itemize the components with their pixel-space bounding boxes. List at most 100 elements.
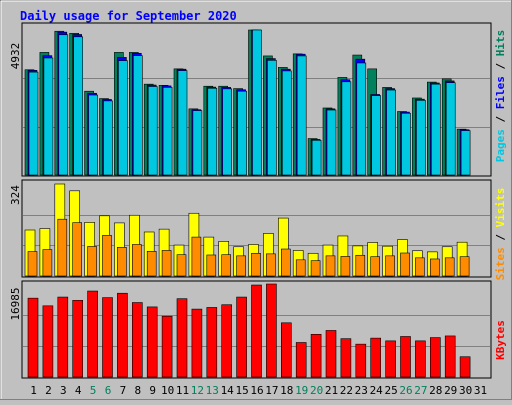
day-label: 11: [176, 384, 189, 397]
bar-pages: [326, 109, 337, 176]
day-label: 27: [414, 384, 427, 397]
bar-kbytes: [325, 330, 337, 378]
bar-sites: [72, 222, 82, 277]
bar-kbytes: [102, 297, 113, 378]
bar-sites: [251, 252, 261, 277]
bar-pages: [416, 100, 426, 176]
bar-pages: [162, 87, 173, 176]
bar-kbytes: [310, 333, 322, 378]
day-label: 10: [161, 384, 174, 397]
bar-pages: [73, 36, 83, 176]
bar-sites: [191, 236, 202, 277]
bar-pages: [43, 57, 54, 176]
bar-sites: [87, 246, 97, 277]
day-label: 19: [295, 384, 308, 397]
bar-pages: [58, 34, 69, 176]
bar-sites: [355, 254, 366, 277]
bar-pages: [237, 90, 247, 176]
bar-sites: [310, 260, 321, 277]
day-label: 16: [250, 384, 263, 397]
bar-pages: [133, 55, 143, 176]
bar-pages: [311, 140, 322, 176]
day-label: 22: [340, 384, 353, 397]
bar-sites: [459, 256, 470, 277]
bar-sites: [266, 253, 276, 277]
day-label: 4: [75, 384, 82, 397]
bar-pages: [281, 70, 292, 176]
bar-sites: [176, 254, 187, 277]
bar-kbytes: [444, 335, 456, 378]
bar-kbytes: [370, 337, 382, 378]
bar-kbytes: [295, 342, 307, 378]
bar-pages: [177, 70, 188, 176]
day-label: 17: [265, 384, 278, 397]
bar-sites: [429, 258, 440, 277]
chart-title: Daily usage for September 2020: [20, 9, 237, 23]
day-label: 18: [280, 384, 293, 397]
bar-pages: [341, 81, 352, 176]
bar-sites: [57, 218, 68, 277]
day-label: 9: [149, 384, 156, 397]
day-label: 15: [235, 384, 248, 397]
day-label: 14: [221, 384, 235, 397]
bar-sites: [444, 257, 455, 277]
bar-pages: [222, 88, 232, 176]
bar-pages: [103, 100, 113, 176]
bar-kbytes: [415, 340, 426, 378]
kbytes-ymax-label: 16985: [9, 287, 22, 320]
bar-kbytes: [57, 296, 69, 378]
bar-pages: [192, 110, 203, 176]
bar-kbytes: [429, 337, 441, 378]
bar-kbytes: [132, 302, 143, 378]
day-label: 5: [90, 384, 97, 397]
bar-pages: [401, 112, 411, 176]
bar-sites: [370, 256, 381, 277]
day-label: 29: [444, 384, 457, 397]
bar-sites: [400, 252, 410, 277]
bar-kbytes: [459, 356, 471, 378]
bar-sites: [385, 255, 395, 277]
bar-sites: [132, 244, 142, 277]
bar-sites: [27, 251, 38, 277]
bar-pages: [118, 60, 128, 176]
bar-kbytes: [340, 338, 352, 378]
day-label: 30: [459, 384, 472, 397]
bar-pages: [296, 55, 307, 176]
bar-kbytes: [161, 315, 173, 378]
day-label: 31: [474, 384, 487, 397]
legend-sites: Sites: [494, 247, 507, 280]
visits-legend: Sites / Visits: [494, 188, 507, 281]
day-label: 13: [206, 384, 219, 397]
day-label: 28: [429, 384, 442, 397]
bar-sites: [206, 254, 217, 277]
hits-legend: Pages / Files / Hits: [494, 30, 507, 163]
bar-sites: [415, 257, 425, 277]
bar-sites: [161, 250, 172, 277]
bar-sites: [340, 256, 351, 277]
bar-kbytes: [72, 300, 83, 378]
bar-pages: [386, 89, 396, 176]
hits-ymax-label: 4932: [9, 43, 22, 70]
bar-sites: [280, 248, 291, 277]
bar-kbytes: [146, 306, 158, 378]
day-label: 3: [60, 384, 67, 397]
bar-pages: [207, 87, 218, 176]
bar-kbytes: [176, 298, 188, 378]
bar-pages: [430, 83, 441, 176]
bar-sites: [295, 259, 306, 277]
day-label: 12: [191, 384, 204, 397]
kbytes-legend: KBytes: [494, 320, 507, 360]
bar-marks: [24, 29, 471, 378]
day-label: 1: [30, 384, 37, 397]
bar-pages: [356, 62, 367, 176]
legend-pages: Pages: [494, 129, 507, 162]
bar-pages: [88, 94, 98, 176]
legend-files: Files: [494, 76, 507, 109]
visits-ymax-label: 324: [9, 185, 22, 205]
bar-pages: [371, 95, 382, 176]
bar-pages: [267, 60, 277, 176]
bar-kbytes: [206, 307, 218, 378]
bar-kbytes: [236, 296, 247, 378]
